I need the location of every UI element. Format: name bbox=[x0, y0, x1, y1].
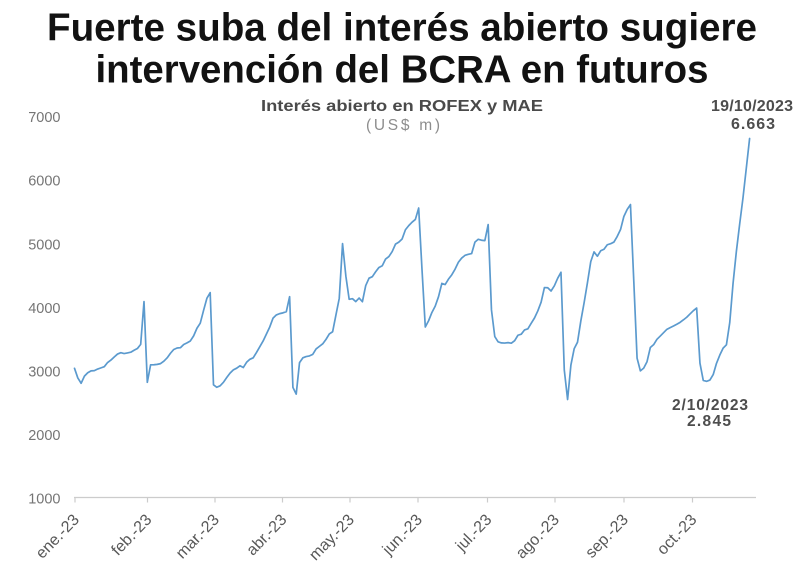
y-tick-label-7000: 7000 bbox=[28, 110, 60, 126]
chart-title-line2: intervención del BCRA en futuros bbox=[96, 49, 709, 92]
open-interest-line-series bbox=[73, 137, 751, 401]
annotation-max-value: 6.663 bbox=[731, 116, 775, 133]
annotation-min-date: 2/10/2023 bbox=[672, 397, 748, 414]
chart-subtitle: Interés abierto en ROFEX y MAE bbox=[261, 98, 543, 115]
annotation-min-value: 2.845 bbox=[687, 413, 731, 430]
y-tick-label-1000: 1000 bbox=[28, 492, 60, 508]
annotation-max-date: 19/10/2023 bbox=[711, 98, 793, 115]
y-tick-label-2000: 2000 bbox=[28, 428, 60, 444]
chart-title-line1: Fuerte suba del interés abierto sugiere bbox=[47, 7, 757, 50]
y-tick-label-4000: 4000 bbox=[28, 301, 60, 317]
axis-layer bbox=[74, 496, 756, 503]
chart-subtitle-units: (US$ m) bbox=[366, 117, 440, 134]
y-tick-label-5000: 5000 bbox=[28, 237, 60, 253]
y-tick-label-3000: 3000 bbox=[28, 365, 60, 381]
y-tick-label-6000: 6000 bbox=[28, 174, 60, 190]
